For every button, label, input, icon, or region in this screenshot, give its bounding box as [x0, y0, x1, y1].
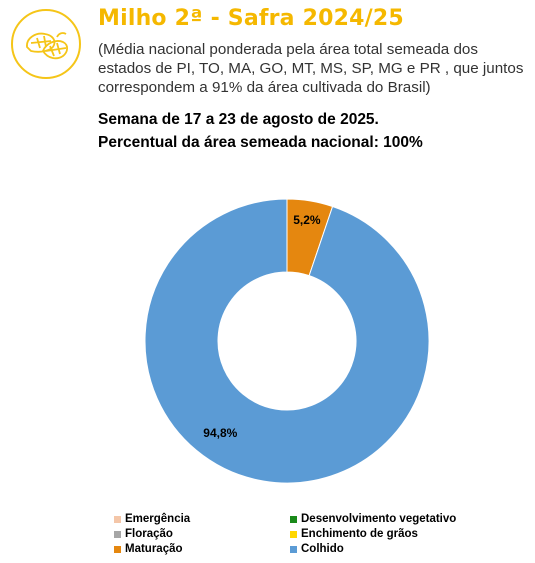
legend-label: Colhido: [301, 543, 344, 555]
slice-colhido: [144, 198, 430, 484]
legend-swatch: [114, 530, 121, 538]
legend-swatch: [290, 545, 297, 553]
legend-label: Maturação: [125, 543, 183, 555]
donut-chart: 5,2% 94,8%: [144, 198, 430, 484]
legend-label: Desenvolvimento vegetativo: [301, 513, 457, 525]
legend-label: Floração: [125, 528, 173, 540]
legend-label: Emergência: [125, 513, 191, 525]
legend-swatch: [290, 515, 297, 523]
corn-logo-icon: [11, 9, 81, 79]
legend-item: Floração: [114, 527, 290, 541]
legend-item: Emergência: [114, 512, 290, 526]
legend-item: Enchimento de grãos: [290, 527, 510, 541]
data-label: 94,8%: [203, 426, 237, 440]
legend-swatch: [114, 545, 121, 553]
page-subtitle: (Média nacional ponderada pela área tota…: [98, 41, 524, 96]
legend-item: Desenvolvimento vegetativo: [290, 512, 510, 526]
page-title: Milho 2ª - Safra 2024/25: [98, 6, 404, 31]
legend-swatch: [290, 530, 297, 538]
legend-swatch: [114, 515, 121, 523]
week-label: Semana de 17 a 23 de agosto de 2025.: [98, 111, 379, 128]
legend-label: Enchimento de grãos: [301, 528, 418, 540]
chart-legend: Emergência Desenvolvimento vegetativo Flor…: [114, 512, 514, 556]
data-label: 5,2%: [293, 213, 321, 227]
legend-item: Colhido: [290, 542, 510, 556]
percent-area-label: Percentual da área semeada nacional: 100…: [98, 134, 423, 151]
legend-item: Maturação: [114, 542, 290, 556]
